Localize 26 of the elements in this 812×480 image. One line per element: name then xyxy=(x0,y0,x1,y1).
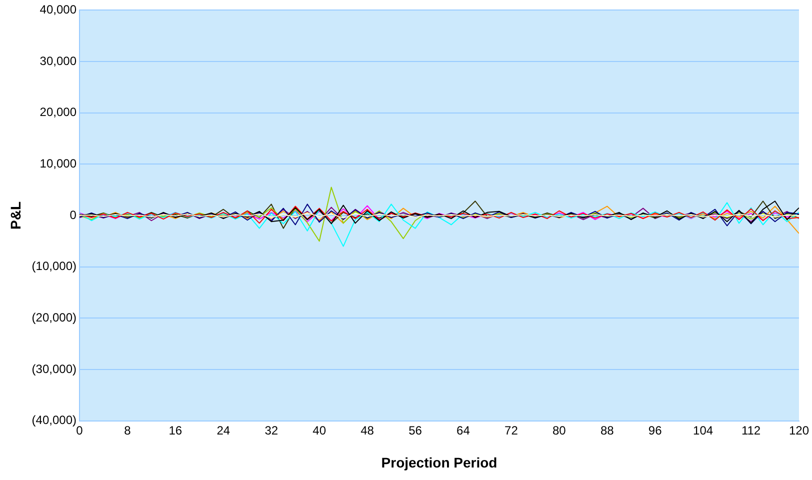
x-tick-label: 72 xyxy=(504,423,518,438)
x-tick-label: 64 xyxy=(456,423,470,438)
x-tick-label: 96 xyxy=(648,423,662,438)
y-tick-label: 0 xyxy=(70,208,77,222)
x-tick-label: 40 xyxy=(312,423,326,438)
y-tick-label: 20,000 xyxy=(40,105,77,120)
x-tick-label: 32 xyxy=(264,423,278,438)
x-tick-label: 8 xyxy=(124,423,132,438)
x-tick-label: 48 xyxy=(360,423,374,438)
y-axis-title: P&L xyxy=(7,201,24,230)
x-tick-label: 104 xyxy=(693,423,714,438)
y-tick-label: 40,000 xyxy=(40,2,77,17)
x-tick-label: 80 xyxy=(552,423,566,438)
y-tick-label: 10,000 xyxy=(40,156,77,170)
y-tick-label: (10,000) xyxy=(32,259,76,274)
y-tick-label: (30,000) xyxy=(32,362,76,376)
y-tick-label: (20,000) xyxy=(32,310,76,324)
x-tick-label: 56 xyxy=(408,423,422,438)
x-tick-label: 120 xyxy=(788,423,810,438)
x-tick-label: 88 xyxy=(600,423,614,438)
y-tick-label: (40,000) xyxy=(32,413,76,428)
x-axis-title: Projection Period xyxy=(381,454,498,470)
y-tick-label: 30,000 xyxy=(40,54,77,68)
x-tick-label: 24 xyxy=(216,423,230,438)
x-tick-label: 16 xyxy=(168,423,182,438)
x-tick-label: 112 xyxy=(741,423,761,438)
